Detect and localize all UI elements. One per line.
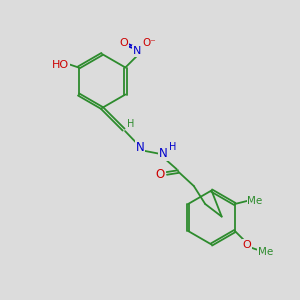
Text: O: O xyxy=(156,167,165,181)
Text: O⁻: O⁻ xyxy=(142,38,156,48)
Text: O: O xyxy=(120,38,129,48)
Text: N: N xyxy=(133,46,141,56)
Text: N: N xyxy=(136,141,145,154)
Text: H: H xyxy=(169,142,176,152)
Text: O: O xyxy=(242,240,251,250)
Text: H: H xyxy=(127,119,134,129)
Text: HO: HO xyxy=(52,59,69,70)
Text: Me: Me xyxy=(258,247,273,257)
Text: N: N xyxy=(159,147,168,161)
Text: Me: Me xyxy=(248,196,262,206)
